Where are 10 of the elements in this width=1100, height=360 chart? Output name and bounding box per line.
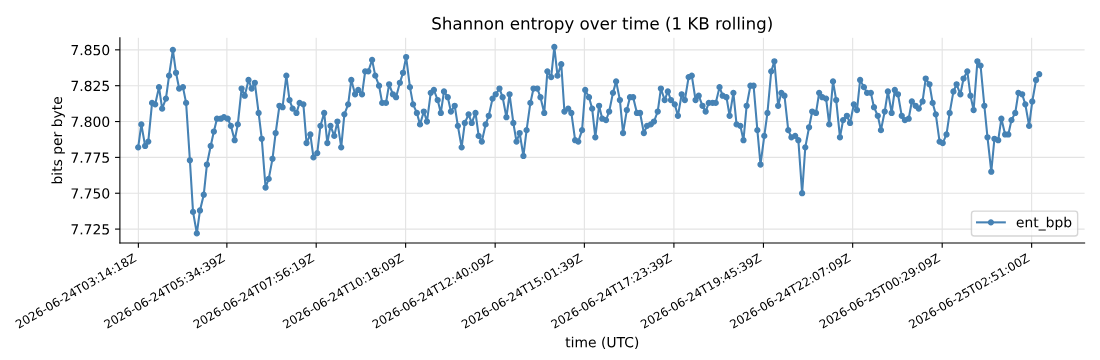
y-axis-title: bits per byte xyxy=(51,97,65,184)
y-tick-label: 7.725 xyxy=(71,224,109,235)
y-tick-label: 7.825 xyxy=(71,80,109,92)
x-axis-title: time (UTC) xyxy=(565,336,639,350)
y-tick-label: 7.850 xyxy=(71,44,110,56)
y-tick-label: 7.775 xyxy=(71,152,109,163)
y-tick-label: 7.800 xyxy=(71,116,110,128)
legend-label: ent_bpb xyxy=(1016,216,1072,231)
y-tick-label: 7.750 xyxy=(71,188,110,199)
chart-title: Shannon entropy over time (1 KB rolling) xyxy=(432,16,772,33)
